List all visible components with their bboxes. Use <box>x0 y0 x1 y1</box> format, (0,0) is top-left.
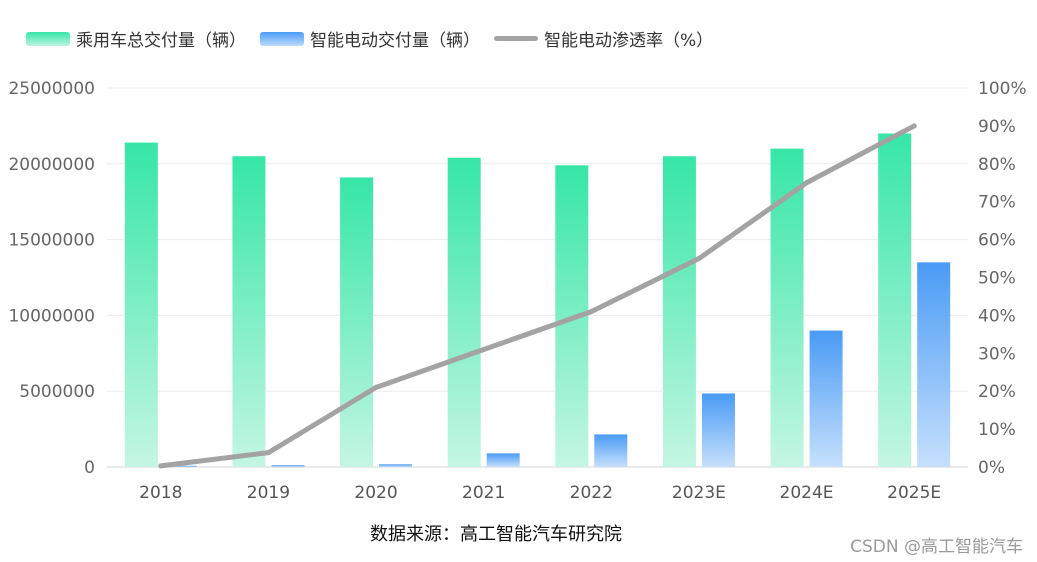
legend-label-rate: 智能电动渗透率（%） <box>544 31 714 51</box>
line-rate-point <box>804 180 810 186</box>
y-right-tick-label: 50% <box>978 269 1016 289</box>
legend-swatch-rate <box>494 36 538 41</box>
line-rate-point <box>911 123 917 129</box>
y-right-tick-label: 100% <box>978 79 1027 99</box>
bar-passenger <box>124 142 158 468</box>
bar-passenger <box>447 157 481 467</box>
y-left-tick-label: 15000000 <box>8 231 95 251</box>
y-right-tick-label: 20% <box>978 382 1016 402</box>
y-left-tick-label: 25000000 <box>8 79 95 99</box>
bar-passenger <box>662 156 696 467</box>
y-left-tick-label: 20000000 <box>8 155 95 175</box>
legend-label-passenger: 乘用车总交付量（辆） <box>76 31 246 51</box>
y-left-tick-label: 0 <box>84 458 95 478</box>
y-right-tick-label: 70% <box>978 193 1016 213</box>
x-tick-label: 2018 <box>139 483 182 503</box>
y-right-tick-label: 40% <box>978 306 1016 326</box>
x-tick-label: 2019 <box>247 483 290 503</box>
legend-swatch-passenger <box>26 31 70 46</box>
legend-label-smart: 智能电动交付量（辆） <box>310 31 480 51</box>
y-left-tick-label: 10000000 <box>8 306 95 326</box>
bar-smart <box>701 393 735 467</box>
y-right-tick-label: 30% <box>978 344 1016 364</box>
x-tick-label: 2021 <box>462 483 505 503</box>
watermark: CSDN @高工智能汽车 <box>850 537 1023 557</box>
chart-legend: 乘用车总交付量（辆） 智能电动交付量（辆） 智能电动渗透率（%） <box>26 26 713 51</box>
line-rate-point <box>696 256 702 262</box>
bar-smart <box>917 262 951 467</box>
x-tick-label: 2020 <box>354 483 397 503</box>
y-right-tick-label: 0% <box>978 458 1005 478</box>
line-rate-point <box>158 463 164 469</box>
y-right-tick-label: 60% <box>978 231 1016 251</box>
bar-passenger <box>878 133 912 468</box>
x-tick-label: 2023E <box>672 483 726 503</box>
line-rate-point <box>481 347 487 353</box>
bar-passenger <box>340 177 374 467</box>
legend-item-smart[interactable]: 智能电动交付量（辆） <box>260 26 480 51</box>
source-note: 数据来源：高工智能汽车研究院 <box>370 524 622 545</box>
bar-smart <box>486 453 520 467</box>
y-left-tick-label: 5000000 <box>19 382 95 402</box>
bar-smart <box>379 464 413 467</box>
x-tick-label: 2025E <box>887 483 941 503</box>
legend-swatch-smart <box>260 31 304 46</box>
line-rate <box>158 123 917 469</box>
y-right-tick-label: 10% <box>978 420 1016 440</box>
bar-smart <box>594 434 628 467</box>
x-tick-label: 2024E <box>780 483 834 503</box>
bar-passenger <box>232 156 266 467</box>
bar-smart <box>809 330 843 467</box>
y-right-tick-label: 90% <box>978 117 1016 137</box>
x-tick-label: 2022 <box>570 483 613 503</box>
legend-item-rate[interactable]: 智能电动渗透率（%） <box>494 26 713 51</box>
legend-item-passenger[interactable]: 乘用车总交付量（辆） <box>26 26 246 51</box>
bar-smart <box>163 465 197 467</box>
line-rate-point <box>373 384 379 390</box>
line-rate-point <box>265 450 271 456</box>
line-rate-point <box>588 309 594 315</box>
bar-smart <box>271 465 305 467</box>
y-right-tick-label: 80% <box>978 155 1016 175</box>
